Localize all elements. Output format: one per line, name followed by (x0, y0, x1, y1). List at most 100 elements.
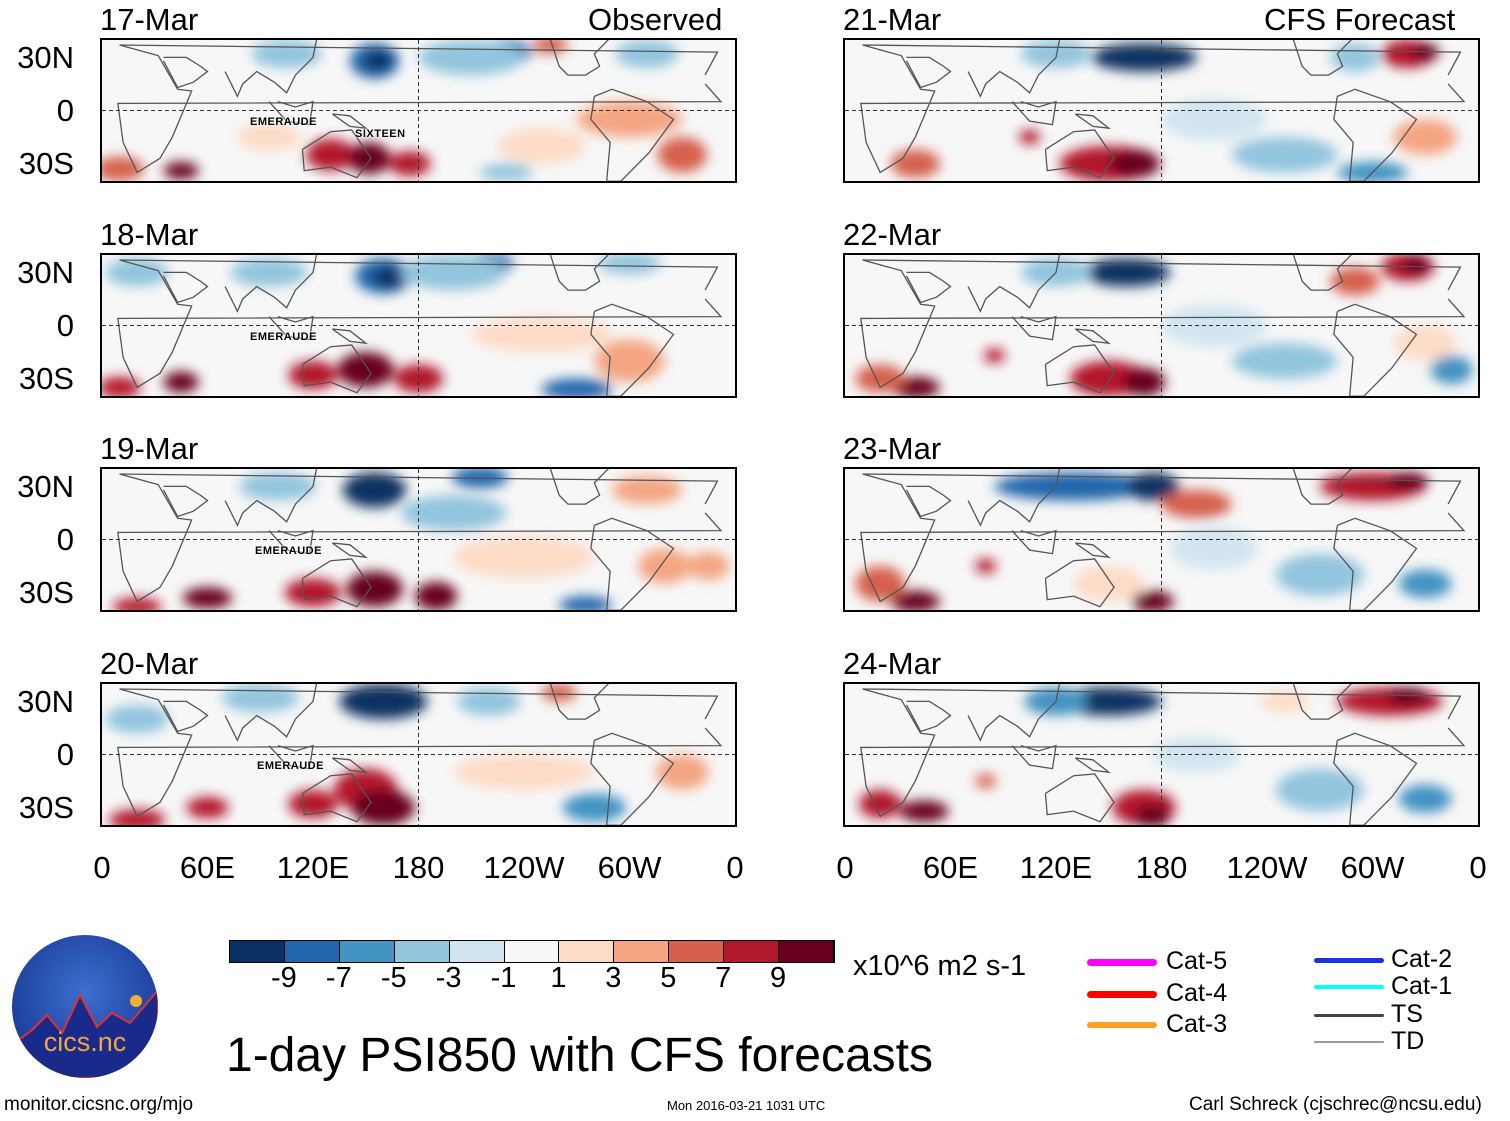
colorbar-swatch (504, 941, 560, 962)
map-panel-f1 (843, 253, 1480, 398)
coastline (549, 469, 609, 505)
lon-label: 120E (276, 850, 350, 885)
positive-anomaly-contour (346, 571, 403, 607)
panel-date: 21-Mar (843, 2, 942, 37)
map-panel-f3 (843, 682, 1480, 827)
positive-anomaly-contour (687, 551, 730, 581)
storm-label: EMERAUDE (255, 545, 322, 557)
colorbar-label: 5 (660, 962, 677, 994)
colorbar-label: -5 (380, 962, 407, 994)
legend-label: Cat-5 (1166, 947, 1228, 975)
negative-anomaly-contour (1398, 784, 1452, 813)
lon-label: 120E (1019, 850, 1093, 885)
negative-anomaly-contour (615, 40, 679, 69)
negative-anomaly-contour (105, 704, 169, 734)
coastline (117, 259, 723, 389)
positive-anomaly-contour (638, 548, 692, 584)
lat-label: 30N (17, 684, 74, 719)
positive-anomaly-contour (102, 376, 141, 396)
negative-anomaly-contour (1275, 768, 1364, 812)
lat-label: 30N (17, 40, 74, 75)
positive-anomaly-contour (1402, 256, 1431, 275)
coastline (268, 315, 314, 341)
colorbar-label: 7 (715, 962, 732, 994)
coastline (905, 56, 952, 89)
legend-line-swatch (1087, 1022, 1157, 1028)
coastline (162, 485, 209, 518)
panel-date: 22-Mar (843, 217, 942, 252)
coastline (268, 100, 314, 126)
positive-anomaly-contour (1393, 325, 1457, 361)
negative-anomaly-contour (251, 40, 322, 69)
negative-anomaly-contour (342, 472, 407, 508)
negative-anomaly-contour (1161, 304, 1268, 347)
positive-anomaly-contour (288, 789, 338, 819)
negative-anomaly-contour (541, 378, 612, 396)
positive-anomaly-contour (594, 339, 665, 383)
legend-label: TD (1391, 1027, 1425, 1055)
coastline (224, 469, 318, 527)
lat-label: 30S (18, 361, 74, 396)
coastline (549, 40, 609, 76)
lat-label: 0 (56, 308, 74, 343)
negative-anomaly-contour (1330, 43, 1380, 72)
coastline (117, 473, 723, 603)
lon-label: 120W (1226, 850, 1308, 885)
panel-date: 20-Mar (100, 646, 199, 681)
coastline (268, 744, 314, 770)
positive-anomaly-contour (859, 789, 902, 819)
figure-title: 1-day PSI850 with CFS forecasts (226, 1029, 933, 1082)
coastline (860, 688, 1466, 818)
lon-label: 180 (392, 850, 445, 885)
negative-anomaly-contour (372, 267, 405, 289)
coastline (590, 732, 675, 825)
legend-line-swatch (1087, 990, 1157, 998)
negative-anomaly-contour (1091, 43, 1197, 72)
coastline (860, 473, 1466, 603)
legend-line-swatch (1087, 958, 1157, 966)
colorbar-label: -1 (490, 962, 517, 994)
positive-anomaly-contour (1161, 489, 1232, 519)
positive-anomaly-contour (284, 578, 342, 607)
lon-label: 60E (179, 850, 236, 885)
map-panel-o2 (100, 467, 737, 612)
negative-anomaly-contour (239, 472, 317, 501)
positive-anomaly-contour (975, 773, 997, 789)
negative-anomaly-contour (480, 163, 533, 181)
coastline (1011, 529, 1057, 555)
storm-label: SIXTEEN (355, 128, 406, 140)
coastline (1074, 113, 1111, 130)
colorbar-swatch (339, 941, 395, 962)
coastline (860, 44, 1466, 174)
lat-label: 30N (17, 255, 74, 290)
lat-label: 30S (18, 575, 74, 610)
colorbar (229, 940, 835, 963)
coastline (967, 469, 1061, 527)
coastline (1292, 469, 1352, 505)
coastline (967, 255, 1061, 313)
positive-anomaly-contour (983, 348, 1006, 363)
map-panel-o0 (100, 38, 737, 183)
legend-label: TS (1391, 1000, 1423, 1028)
coastline (1333, 732, 1418, 825)
coastline (224, 40, 318, 98)
colorbar-swatch (284, 941, 340, 962)
negative-anomaly-contour (1275, 553, 1364, 597)
lon-label: 60W (597, 850, 662, 885)
coastline (224, 255, 318, 313)
panel-date: 19-Mar (100, 431, 199, 466)
negative-anomaly-contour (1231, 137, 1338, 173)
coastline (549, 684, 609, 720)
colorbar-swatch (724, 941, 780, 962)
negative-anomaly-contour (339, 684, 428, 720)
cics-logo: cics.nc (12, 935, 158, 1078)
positive-anomaly-contour (348, 142, 391, 175)
coastline (117, 688, 723, 818)
positive-anomaly-contour (655, 754, 709, 790)
colorbar-swatch (449, 941, 505, 962)
negative-anomaly-contour (221, 684, 299, 713)
lat-label: 30S (18, 790, 74, 825)
map-panel-o1 (100, 253, 737, 398)
colorbar-label: 9 (770, 962, 787, 994)
panel-date: 18-Mar (100, 217, 199, 252)
